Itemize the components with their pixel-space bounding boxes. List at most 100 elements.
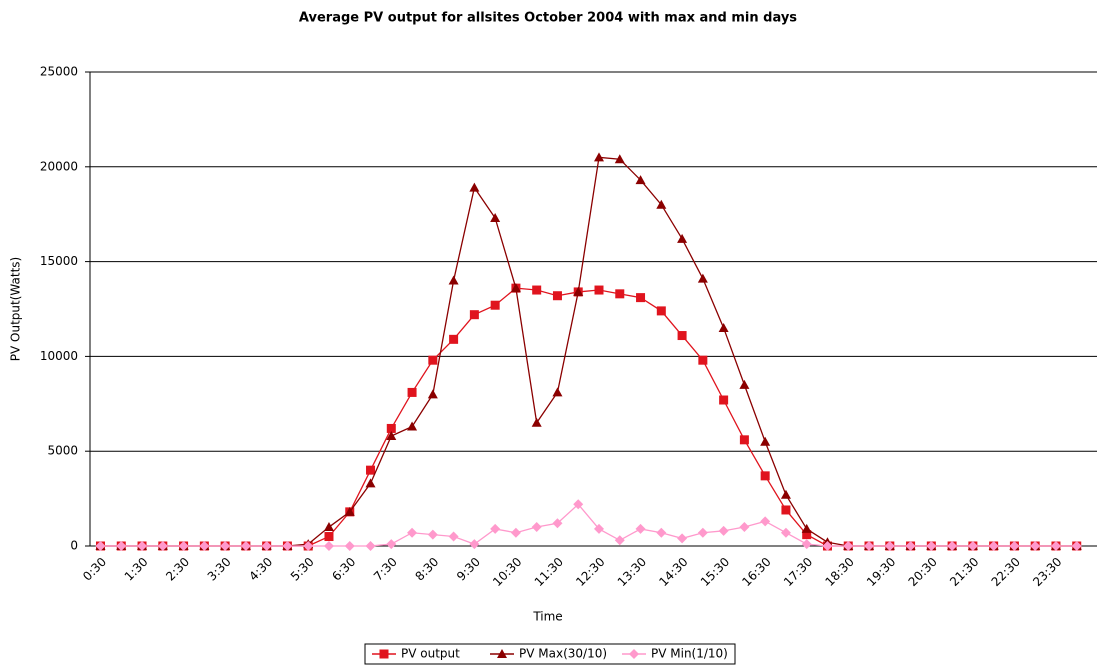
data-point <box>656 527 667 538</box>
x-tick-label: 11:30 <box>532 555 566 589</box>
x-tick-label: 3:30 <box>205 555 234 584</box>
data-point <box>510 527 521 538</box>
x-tick-label: 5:30 <box>288 555 317 584</box>
x-axis-title: Time <box>532 610 562 624</box>
data-point <box>386 431 397 441</box>
data-point <box>532 285 542 295</box>
data-point <box>781 505 791 515</box>
data-point <box>552 387 563 397</box>
data-point <box>531 417 542 427</box>
data-point <box>427 389 438 399</box>
data-point <box>802 530 812 540</box>
x-tick-label: 23:30 <box>1030 555 1064 589</box>
data-point <box>884 541 895 551</box>
data-point <box>615 289 625 299</box>
x-tick-label: 9:30 <box>454 555 483 584</box>
x-tick-label: 0:30 <box>80 555 109 584</box>
data-point <box>656 306 666 316</box>
data-point <box>323 541 334 551</box>
x-tick-label: 8:30 <box>412 555 441 584</box>
data-point <box>116 541 127 551</box>
data-point <box>739 435 749 445</box>
data-point <box>697 527 708 538</box>
data-point <box>573 286 584 296</box>
data-point <box>95 541 106 551</box>
data-point <box>801 523 812 533</box>
data-point <box>407 421 418 431</box>
x-tick-label: 19:30 <box>864 555 898 589</box>
legend-box <box>364 643 736 665</box>
data-point <box>1071 541 1082 551</box>
data-point <box>760 436 771 446</box>
data-point <box>697 273 708 283</box>
data-point <box>718 322 729 332</box>
data-point <box>365 541 376 551</box>
x-tick-label: 10:30 <box>490 555 524 589</box>
data-point <box>199 541 210 551</box>
data-point <box>469 539 480 550</box>
y-tick-label: 15000 <box>40 254 78 268</box>
legend-marker <box>379 649 389 659</box>
data-point <box>261 541 272 551</box>
data-point <box>822 541 833 551</box>
data-point <box>719 395 729 405</box>
data-point <box>490 300 500 310</box>
x-tick-label: 12:30 <box>573 555 607 589</box>
legend-marker <box>629 649 639 659</box>
data-point <box>573 499 584 510</box>
data-point <box>428 355 438 365</box>
series-line <box>100 287 1077 547</box>
data-point <box>469 182 480 192</box>
data-point <box>386 539 397 550</box>
data-point <box>365 478 376 488</box>
data-point <box>552 518 563 529</box>
data-point <box>594 523 604 534</box>
x-tick-label: 13:30 <box>615 555 649 589</box>
data-point <box>614 535 625 546</box>
y-tick-label: 5000 <box>47 444 78 458</box>
data-point <box>1030 541 1041 551</box>
chart-title: Average PV output for allsites October 2… <box>299 11 797 26</box>
data-point <box>967 541 978 551</box>
data-point <box>324 532 334 542</box>
data-point <box>988 541 999 551</box>
data-point <box>635 523 646 534</box>
data-point <box>157 541 168 551</box>
y-tick-label: 10000 <box>40 349 78 363</box>
data-point <box>739 379 750 389</box>
data-point <box>303 541 314 551</box>
data-point <box>864 541 875 551</box>
data-point <box>220 541 231 551</box>
data-point <box>407 387 417 397</box>
x-tick-label: 22:30 <box>989 555 1023 589</box>
x-tick-label: 1:30 <box>122 555 151 584</box>
data-point <box>449 334 459 344</box>
y-tick-label: 20000 <box>40 159 78 173</box>
data-point <box>448 531 459 542</box>
data-point <box>427 529 438 540</box>
data-point <box>552 291 562 301</box>
x-tick-label: 21:30 <box>947 555 981 589</box>
legend-marker <box>497 649 507 658</box>
x-tick-label: 6:30 <box>329 555 358 584</box>
data-point <box>739 522 750 533</box>
legend-label: PV output <box>401 647 460 661</box>
x-tick-label: 15:30 <box>698 555 732 589</box>
data-point <box>510 283 521 293</box>
data-point <box>407 527 418 538</box>
data-point <box>635 175 646 185</box>
series-line <box>100 156 1077 547</box>
series-line <box>100 503 1077 547</box>
data-point <box>344 506 355 516</box>
data-point <box>366 465 376 475</box>
data-point <box>698 355 708 365</box>
data-point <box>323 522 334 532</box>
data-point <box>344 541 355 551</box>
x-tick-label: 4:30 <box>246 555 275 584</box>
data-point <box>760 471 770 481</box>
legend-label: PV Min(1/10) <box>651 647 728 661</box>
data-point <box>490 523 501 534</box>
data-point <box>780 489 791 499</box>
data-point <box>801 539 812 550</box>
